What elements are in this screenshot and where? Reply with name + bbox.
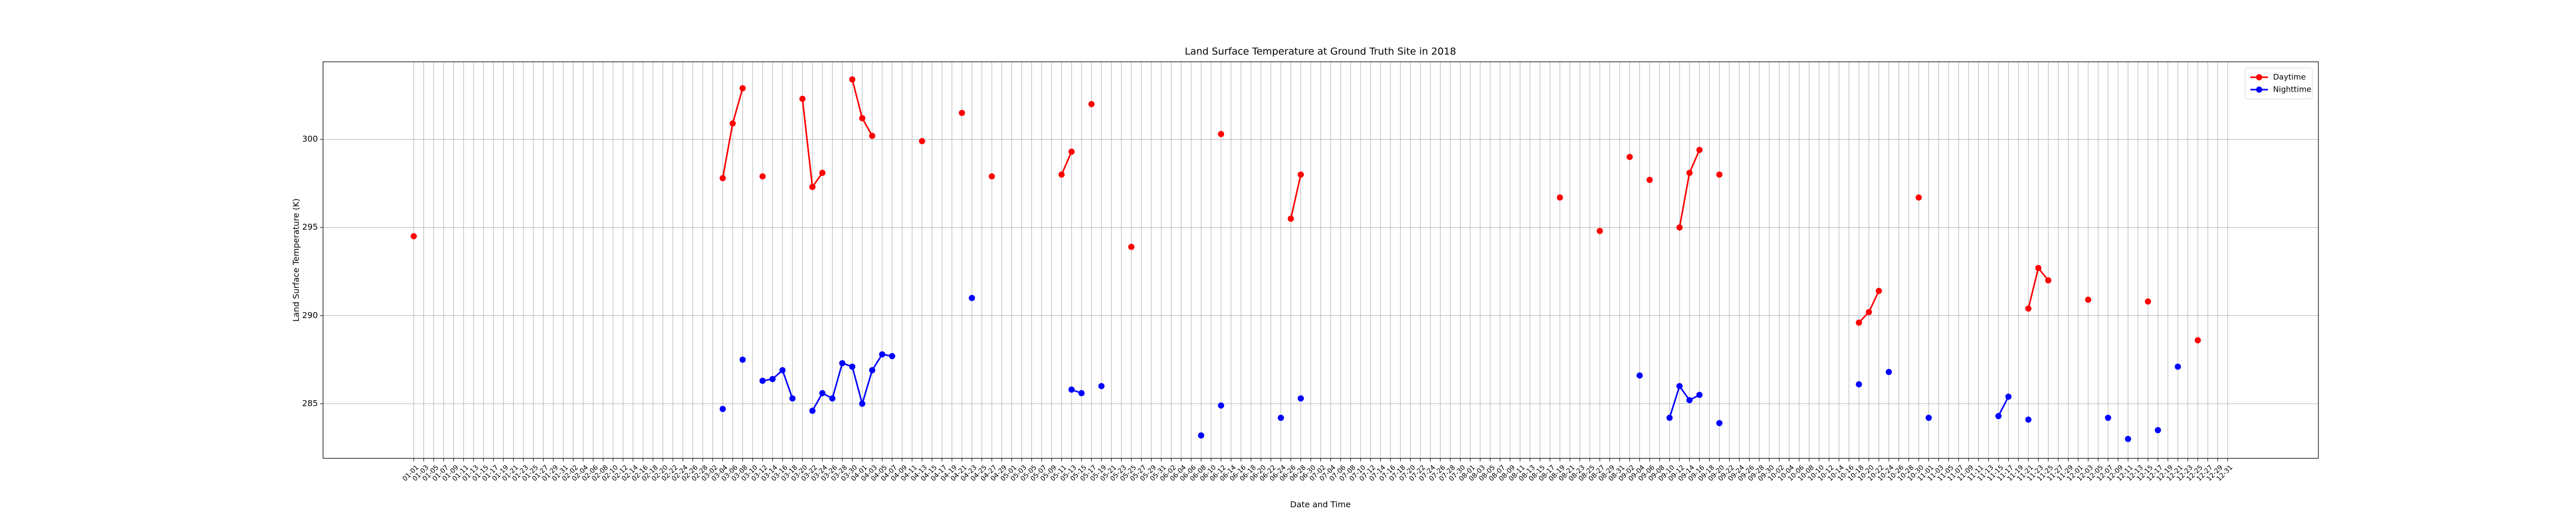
y-tick-label: 290 bbox=[302, 310, 318, 320]
data-point bbox=[2035, 265, 2042, 271]
data-point bbox=[759, 377, 766, 384]
data-point bbox=[411, 233, 417, 239]
data-point bbox=[819, 390, 826, 397]
data-point bbox=[1716, 171, 1723, 178]
data-point bbox=[2105, 415, 2111, 421]
data-point bbox=[730, 120, 736, 127]
data-point bbox=[819, 169, 826, 176]
data-point bbox=[1696, 147, 1703, 153]
data-point bbox=[1597, 228, 1603, 234]
plot-frame bbox=[323, 61, 2319, 459]
data-point bbox=[859, 115, 866, 122]
data-point bbox=[1696, 391, 1703, 398]
data-point bbox=[2045, 277, 2052, 284]
data-point bbox=[1078, 390, 1085, 397]
y-tick-label: 300 bbox=[302, 134, 318, 144]
series-line bbox=[762, 369, 793, 399]
data-point bbox=[789, 395, 796, 402]
chart-title: Land Surface Temperature at Ground Truth… bbox=[1185, 46, 1456, 57]
data-point bbox=[969, 295, 975, 301]
data-point bbox=[869, 367, 875, 373]
data-point bbox=[849, 76, 856, 83]
data-point bbox=[1676, 383, 1683, 389]
legend-marker bbox=[2256, 74, 2262, 80]
data-point bbox=[2085, 297, 2092, 303]
series-line bbox=[1290, 174, 1302, 219]
data-point bbox=[859, 400, 866, 407]
legend-box bbox=[2245, 67, 2313, 99]
y-axis-label: Land Surface Temperature (K) bbox=[291, 198, 301, 322]
data-point bbox=[1925, 415, 1932, 421]
data-point bbox=[719, 175, 726, 181]
data-point bbox=[1626, 153, 1633, 160]
data-point bbox=[1287, 215, 1294, 222]
data-point bbox=[759, 173, 766, 180]
legend-label: Daytime bbox=[2273, 73, 2306, 82]
legend-label: Nighttime bbox=[2273, 85, 2311, 94]
data-point bbox=[1875, 287, 1882, 294]
data-point bbox=[779, 367, 786, 373]
data-point bbox=[1886, 369, 1892, 375]
y-tick-label: 285 bbox=[302, 398, 318, 408]
data-point bbox=[1297, 171, 1304, 178]
data-point bbox=[1916, 194, 1922, 201]
data-point bbox=[1068, 148, 1075, 155]
data-point bbox=[769, 376, 776, 382]
data-point bbox=[2194, 337, 2201, 344]
data-point bbox=[1278, 415, 1284, 421]
data-point bbox=[1218, 402, 1225, 409]
series-line bbox=[1061, 151, 1073, 175]
data-point bbox=[889, 353, 895, 359]
data-point bbox=[1686, 169, 1693, 176]
data-point bbox=[1636, 372, 1643, 379]
series-line bbox=[1669, 384, 1700, 418]
data-point bbox=[849, 364, 856, 370]
data-point bbox=[1676, 224, 1683, 231]
data-point bbox=[1716, 420, 1723, 426]
data-point bbox=[739, 85, 746, 92]
data-point bbox=[1198, 432, 1205, 439]
data-point bbox=[1866, 308, 1872, 315]
data-point bbox=[1218, 131, 1225, 138]
data-point bbox=[1128, 244, 1134, 250]
series-line bbox=[1997, 396, 2009, 417]
data-point bbox=[1686, 397, 1693, 404]
data-point bbox=[2125, 436, 2131, 442]
data-point bbox=[829, 395, 836, 402]
data-point bbox=[2175, 364, 2181, 370]
data-point bbox=[1297, 395, 1304, 402]
data-point bbox=[809, 183, 816, 190]
x-axis-label: Date and Time bbox=[1290, 500, 1351, 509]
data-point bbox=[1856, 381, 1862, 388]
data-point bbox=[959, 110, 965, 116]
data-point bbox=[989, 173, 995, 180]
data-point bbox=[719, 406, 726, 413]
data-point bbox=[1088, 101, 1095, 108]
data-point bbox=[839, 360, 845, 367]
legend-marker bbox=[2256, 87, 2262, 93]
data-point bbox=[1098, 383, 1105, 389]
data-point bbox=[739, 356, 746, 363]
data-point bbox=[2155, 427, 2161, 434]
data-point bbox=[1556, 194, 1563, 201]
data-point bbox=[1995, 413, 2002, 419]
data-point bbox=[869, 132, 875, 139]
data-point bbox=[1058, 171, 1065, 178]
data-point bbox=[809, 407, 816, 414]
data-point bbox=[2005, 393, 2012, 400]
data-point bbox=[1646, 177, 1653, 183]
y-tick-label: 295 bbox=[302, 222, 318, 232]
data-point bbox=[1068, 386, 1075, 393]
data-point bbox=[879, 351, 886, 358]
data-point bbox=[799, 95, 806, 102]
data-point bbox=[1666, 415, 1673, 421]
data-point bbox=[2025, 416, 2032, 423]
data-point bbox=[2025, 305, 2032, 312]
data-point bbox=[919, 138, 925, 144]
data-point bbox=[2145, 298, 2151, 305]
data-point bbox=[1856, 319, 1862, 326]
